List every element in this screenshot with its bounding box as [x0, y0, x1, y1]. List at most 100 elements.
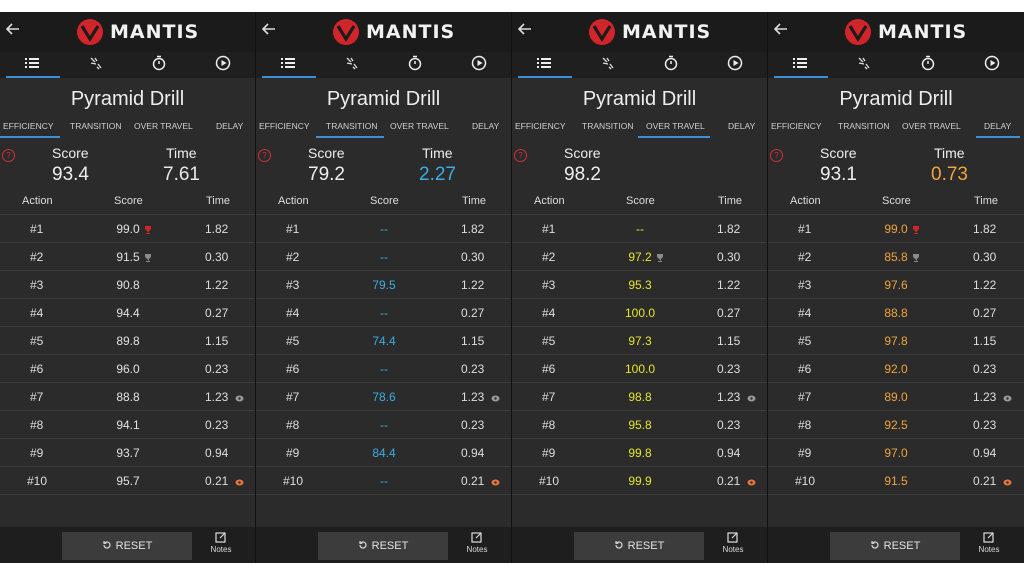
tab-list[interactable] — [768, 52, 832, 78]
table-row[interactable]: #2 97.2 0.30 — [512, 242, 767, 270]
subtab-transition[interactable]: TRANSITION — [326, 121, 378, 131]
subtab-over-travel[interactable]: OVER TRAVEL — [390, 121, 449, 131]
table-row[interactable]: #2 91.5 0.30 — [0, 242, 255, 270]
subtab-over-travel[interactable]: OVER TRAVEL — [646, 121, 705, 131]
help-icon[interactable]: ? — [770, 149, 783, 162]
table-row[interactable]: #9 93.7 0.94 — [0, 438, 255, 466]
table-row[interactable]: #4 94.4 0.27 — [0, 298, 255, 326]
tab-shots[interactable] — [832, 52, 896, 78]
table-row[interactable]: #10 91.5 0.21 — [768, 466, 1024, 495]
table-row[interactable]: #10 99.9 0.21 — [512, 466, 767, 495]
subtab-efficiency[interactable]: EFFICIENCY — [3, 121, 54, 131]
subtab-over-travel[interactable]: OVER TRAVEL — [134, 121, 193, 131]
table-row[interactable]: #5 97.3 1.15 — [512, 326, 767, 354]
reset-button[interactable]: RESET — [318, 532, 448, 560]
tab-shots[interactable] — [64, 52, 128, 78]
tab-timer[interactable] — [896, 52, 960, 78]
table-row[interactable]: #2 -- 0.30 — [256, 242, 511, 270]
action-id: #3 — [798, 278, 812, 292]
tab-shots[interactable] — [320, 52, 384, 78]
table-row[interactable]: #7 78.6 1.23 — [256, 382, 511, 410]
table-row[interactable]: #8 -- 0.23 — [256, 410, 511, 438]
help-icon[interactable]: ? — [514, 149, 527, 162]
action-id: #6 — [542, 362, 556, 376]
table-row[interactable]: #1 -- 1.82 — [256, 214, 511, 242]
subtab-efficiency[interactable]: EFFICIENCY — [259, 121, 310, 131]
notes-button[interactable]: Notes — [204, 531, 238, 554]
back-arrow-icon[interactable] — [5, 22, 22, 42]
table-row[interactable]: #8 94.1 0.23 — [0, 410, 255, 438]
reset-button[interactable]: RESET — [830, 532, 960, 560]
subtab-efficiency[interactable]: EFFICIENCY — [515, 121, 566, 131]
action-id: #1 — [30, 222, 44, 236]
table-row[interactable]: #9 97.0 0.94 — [768, 438, 1024, 466]
tab-timer[interactable] — [128, 52, 192, 78]
table-row[interactable]: #6 92.0 0.23 — [768, 354, 1024, 382]
tab-timer[interactable] — [640, 52, 704, 78]
subtab-indicator — [0, 136, 60, 138]
subtab-over-travel[interactable]: OVER TRAVEL — [902, 121, 961, 131]
reset-button[interactable]: RESET — [574, 532, 704, 560]
table-row[interactable]: #4 100.0 0.27 — [512, 298, 767, 326]
table-row[interactable]: #3 90.8 1.22 — [0, 270, 255, 298]
table-row[interactable]: #5 97.8 1.15 — [768, 326, 1024, 354]
table-row[interactable]: #3 97.6 1.22 — [768, 270, 1024, 298]
metric-subtabs: EFFICIENCY TRANSITION OVER TRAVEL DELAY — [768, 116, 1024, 138]
tab-list[interactable] — [256, 52, 320, 78]
tab-replay[interactable] — [703, 52, 767, 78]
subtab-transition[interactable]: TRANSITION — [70, 121, 122, 131]
subtab-delay[interactable]: DELAY — [472, 121, 500, 131]
subtab-transition[interactable]: TRANSITION — [838, 121, 890, 131]
action-score: 95.3 — [628, 278, 652, 292]
tab-list[interactable] — [512, 52, 576, 78]
subtab-efficiency[interactable]: EFFICIENCY — [771, 121, 822, 131]
tab-shots[interactable] — [576, 52, 640, 78]
back-arrow-icon[interactable] — [261, 22, 278, 42]
notes-button[interactable]: Notes — [972, 531, 1006, 554]
subtab-delay[interactable]: DELAY — [216, 121, 244, 131]
table-row[interactable]: #1 99.0 1.82 — [768, 214, 1024, 242]
reset-button[interactable]: RESET — [62, 532, 192, 560]
table-row[interactable]: #8 92.5 0.23 — [768, 410, 1024, 438]
table-row[interactable]: #9 99.8 0.94 — [512, 438, 767, 466]
table-row[interactable]: #7 98.8 1.23 — [512, 382, 767, 410]
table-row[interactable]: #3 79.5 1.22 — [256, 270, 511, 298]
shot-burst-icon — [88, 55, 104, 76]
table-row[interactable]: #1 -- 1.82 — [512, 214, 767, 242]
subtab-delay[interactable]: DELAY — [728, 121, 756, 131]
table-row[interactable]: #1 99.0 1.82 — [0, 214, 255, 242]
subtab-delay[interactable]: DELAY — [984, 121, 1012, 131]
back-arrow-icon[interactable] — [517, 22, 534, 42]
table-row[interactable]: #4 -- 0.27 — [256, 298, 511, 326]
notes-button[interactable]: Notes — [460, 531, 494, 554]
tab-timer[interactable] — [384, 52, 448, 78]
help-icon[interactable]: ? — [2, 149, 15, 162]
action-score: 84.4 — [372, 446, 396, 460]
tab-list[interactable] — [0, 52, 64, 78]
back-arrow-icon[interactable] — [773, 22, 790, 42]
table-row[interactable]: #6 96.0 0.23 — [0, 354, 255, 382]
table-row[interactable]: #6 100.0 0.23 — [512, 354, 767, 382]
table-row[interactable]: #7 88.8 1.23 — [0, 382, 255, 410]
table-row[interactable]: #10 95.7 0.21 — [0, 466, 255, 495]
table-row[interactable]: #4 88.8 0.27 — [768, 298, 1024, 326]
help-icon[interactable]: ? — [258, 149, 271, 162]
shot-burst-icon — [600, 55, 616, 76]
tab-replay[interactable] — [447, 52, 511, 78]
action-time: 1.23 — [205, 390, 229, 404]
notes-button[interactable]: Notes — [716, 531, 750, 554]
tab-replay[interactable] — [960, 52, 1024, 78]
table-row[interactable]: #8 95.8 0.23 — [512, 410, 767, 438]
time-label: Time — [422, 145, 453, 161]
table-row[interactable]: #5 89.8 1.15 — [0, 326, 255, 354]
table-row[interactable]: #2 85.8 0.30 — [768, 242, 1024, 270]
table-row[interactable]: #3 95.3 1.22 — [512, 270, 767, 298]
tab-replay[interactable] — [191, 52, 255, 78]
table-row[interactable]: #7 89.0 1.23 — [768, 382, 1024, 410]
action-score: 94.4 — [116, 306, 140, 320]
table-row[interactable]: #10 -- 0.21 — [256, 466, 511, 495]
table-row[interactable]: #6 -- 0.23 — [256, 354, 511, 382]
table-row[interactable]: #9 84.4 0.94 — [256, 438, 511, 466]
subtab-transition[interactable]: TRANSITION — [582, 121, 634, 131]
table-row[interactable]: #5 74.4 1.15 — [256, 326, 511, 354]
